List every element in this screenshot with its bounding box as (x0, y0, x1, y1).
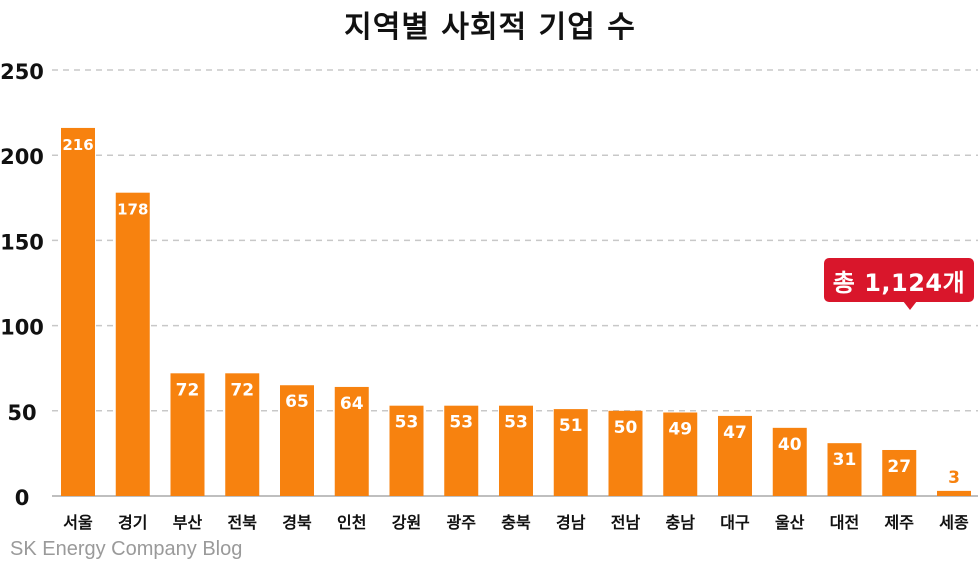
category-label: 경북 (282, 513, 312, 532)
bar-value-label: 49 (668, 420, 692, 440)
bar (937, 490, 971, 496)
bar (444, 405, 479, 496)
category-label: 제주 (885, 513, 915, 532)
bar-value-label: 64 (340, 394, 364, 414)
y-tick-label: 100 (0, 316, 44, 340)
gridlines (52, 69, 978, 412)
category-label: 충북 (501, 513, 531, 532)
category-label: 강원 (392, 513, 421, 532)
y-tick-label: 50 (7, 401, 36, 425)
bars (61, 127, 971, 497)
bar-value-label: 65 (285, 392, 309, 412)
category-label: 인천 (337, 513, 366, 532)
bar (225, 373, 260, 496)
bar-value-label: 216 (62, 136, 93, 154)
bar (772, 427, 807, 496)
bar (882, 449, 917, 496)
bar (827, 443, 862, 496)
category-label: 경남 (556, 513, 586, 532)
category-label: 대전 (830, 513, 859, 532)
category-label: 전남 (611, 513, 641, 532)
bar (280, 385, 314, 496)
total-callout: 총 1,124개 (824, 258, 974, 302)
category-label: 대구 (720, 513, 750, 532)
category-label: 서울 (63, 513, 93, 532)
category-label: 부산 (173, 513, 203, 532)
bar-value-label: 72 (230, 380, 254, 400)
value-labels: 216 178 72 72 65 64 53 53 53 51 50 49 47 40 31 27 3 (62, 136, 960, 488)
chart-title: 지역별 사회적 기업 수 (344, 10, 636, 45)
bar (61, 127, 95, 496)
bar-value-label: 178 (117, 201, 148, 219)
category-label: 경기 (118, 513, 147, 532)
y-tick-label: 250 (0, 60, 44, 84)
bar (553, 409, 588, 496)
bar-value-label: 72 (176, 380, 200, 400)
source-watermark: SK Energy Company Blog (10, 538, 243, 560)
y-tick-label: 150 (0, 230, 44, 254)
category-label: 충남 (666, 513, 696, 532)
bar-value-label: 53 (504, 413, 528, 433)
category-label: 전북 (228, 513, 258, 532)
category-label: 울산 (775, 513, 805, 532)
bar-value-label: 51 (559, 416, 583, 436)
category-label: 광주 (447, 513, 477, 532)
bar (389, 405, 424, 496)
bar (663, 412, 698, 496)
category-labels: 서울 경기 부산 전북 경북 인천 강원 광주 충북 경남 전남 충남 대구 울산 대전 제주 세종 (63, 513, 969, 532)
bar-value-label: 53 (395, 413, 419, 433)
y-tick-label: 0 (15, 486, 30, 510)
y-tick-label: 200 (0, 145, 44, 169)
bar (115, 192, 150, 497)
bar (608, 410, 643, 496)
bar-value-label: 40 (778, 435, 802, 455)
bar-value-label: 3 (948, 468, 960, 488)
bar (718, 415, 752, 496)
y-axis-ticks: 0 50 100 150 200 250 (0, 60, 44, 510)
bar (499, 405, 533, 496)
bar-value-label: 50 (614, 418, 638, 438)
bar-value-label: 53 (449, 413, 473, 433)
bar-value-label: 27 (887, 457, 911, 477)
bar (334, 386, 369, 496)
callout-pointer (903, 301, 917, 310)
category-label: 세종 (939, 513, 969, 532)
bar-value-label: 47 (723, 423, 747, 443)
bar (170, 373, 205, 496)
bar-value-label: 31 (833, 450, 857, 470)
